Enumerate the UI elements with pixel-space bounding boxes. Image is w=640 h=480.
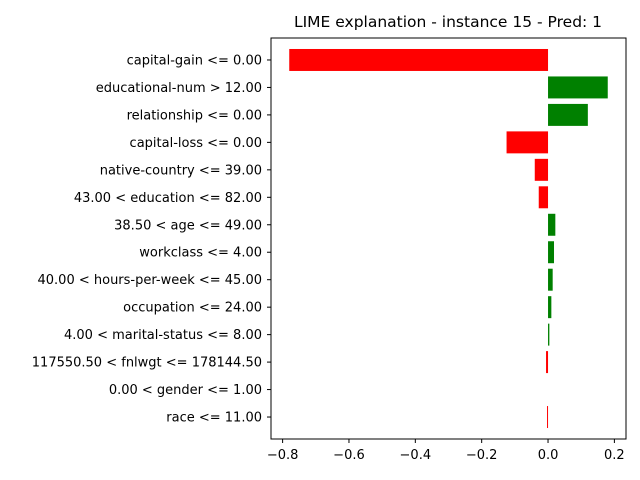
category-label: 4.00 < marital-status <= 8.00 [64, 328, 262, 343]
category-label: occupation <= 24.00 [123, 301, 262, 316]
category-label: 38.50 < age <= 49.00 [114, 218, 262, 233]
category-labels: capital-gain <= 0.00 educational-num > 12… [32, 53, 271, 426]
bars-layer [289, 48, 608, 429]
x-axis-ticks: −0.8 −0.6 −0.4 −0.2 0.0 0.2 [267, 439, 625, 463]
bar-5 [538, 186, 549, 209]
category-label: 40.00 < hours-per-week <= 45.00 [38, 273, 263, 288]
bar-11 [546, 351, 549, 374]
bar-8 [548, 268, 553, 291]
category-label: 43.00 < education <= 82.00 [74, 191, 262, 206]
category-label: native-country <= 39.00 [100, 163, 262, 178]
bar-7 [548, 241, 555, 264]
x-tick-label: −0.6 [333, 448, 365, 463]
x-tick-label: −0.8 [267, 448, 299, 463]
bar-13 [547, 406, 549, 429]
chart-title: LIME explanation - instance 15 - Pred: 1 [294, 13, 602, 31]
bar-9 [548, 296, 552, 319]
category-label: educational-num > 12.00 [96, 81, 262, 96]
category-label: workclass <= 4.00 [139, 246, 262, 261]
bar-3 [506, 131, 549, 154]
category-label: 117550.50 < fnlwgt <= 178144.50 [32, 356, 262, 371]
x-tick-label: 0.2 [604, 448, 625, 463]
bar-10 [548, 323, 550, 346]
bar-2 [548, 103, 588, 126]
x-tick-label: −0.4 [400, 448, 432, 463]
bar-6 [548, 213, 556, 236]
bar-1 [548, 76, 608, 99]
category-label: relationship <= 0.00 [127, 108, 262, 123]
axes-frame [270, 37, 627, 440]
bar-4 [534, 158, 549, 181]
category-label: capital-loss <= 0.00 [130, 136, 262, 151]
x-tick-label: 0.0 [538, 448, 559, 463]
bar-0 [289, 48, 549, 71]
category-label: capital-gain <= 0.00 [127, 53, 262, 68]
category-label: race <= 11.00 [166, 411, 262, 426]
x-tick-label: −0.2 [466, 448, 498, 463]
category-label: 0.00 < gender <= 1.00 [109, 383, 262, 398]
